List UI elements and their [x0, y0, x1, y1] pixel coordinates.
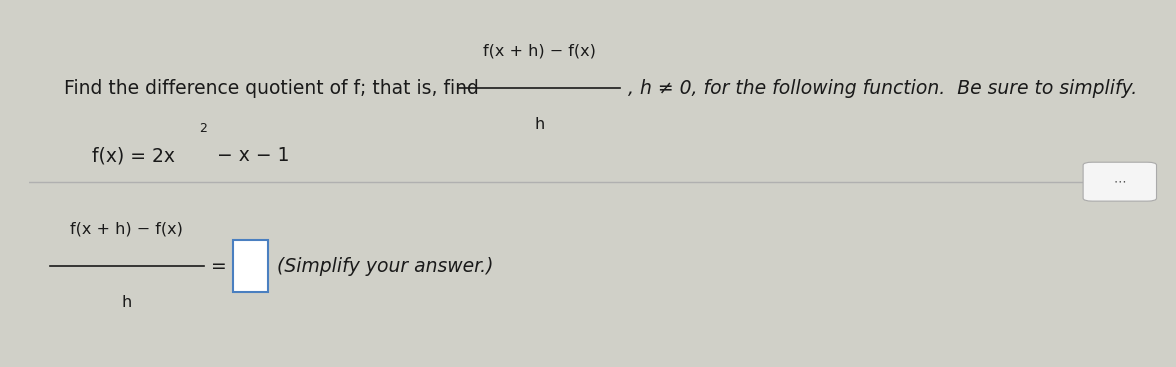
Text: h: h [122, 295, 132, 310]
Text: =: = [211, 257, 227, 276]
Text: 2: 2 [199, 122, 207, 135]
Text: − x − 1: − x − 1 [211, 146, 289, 166]
FancyBboxPatch shape [234, 240, 268, 292]
FancyBboxPatch shape [1083, 162, 1156, 201]
Text: (Simplify your answer.): (Simplify your answer.) [278, 257, 494, 276]
Text: f(x + h) − f(x): f(x + h) − f(x) [71, 222, 183, 237]
Text: f(x) = 2x: f(x) = 2x [93, 146, 175, 166]
Text: ⋯: ⋯ [1114, 175, 1127, 188]
Text: f(x + h) − f(x): f(x + h) − f(x) [483, 44, 596, 59]
Text: h: h [535, 117, 544, 132]
Text: Find the difference quotient of f; that is, find: Find the difference quotient of f; that … [64, 79, 479, 98]
Text: , h ≠ 0, for the following function.  Be sure to simplify.: , h ≠ 0, for the following function. Be … [628, 79, 1137, 98]
